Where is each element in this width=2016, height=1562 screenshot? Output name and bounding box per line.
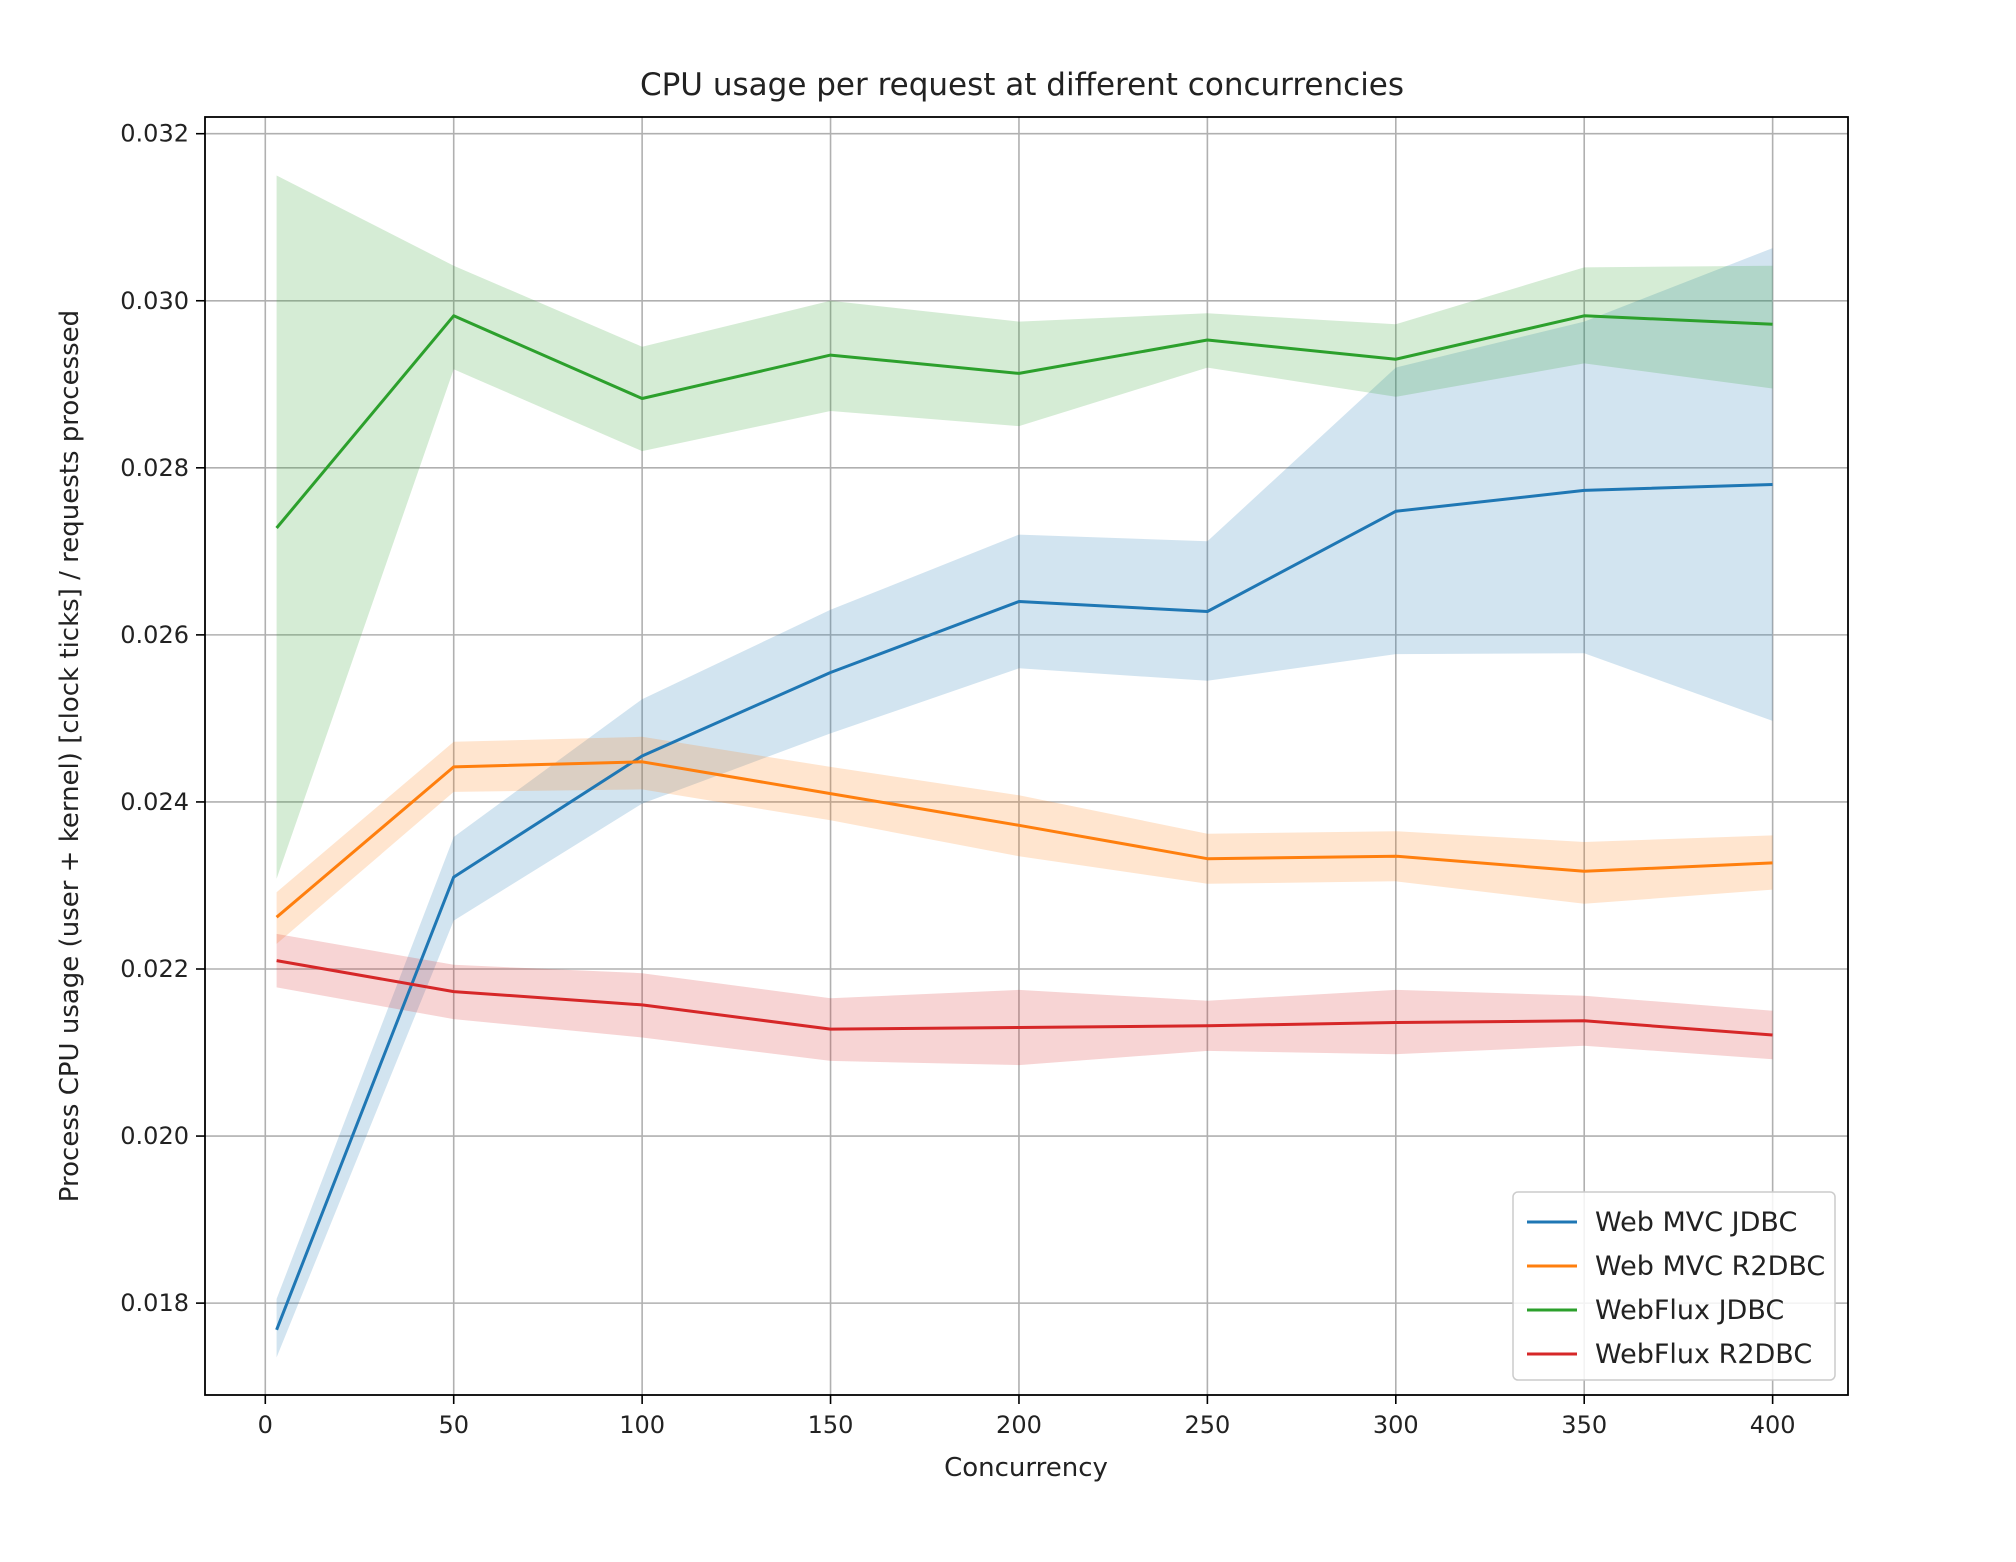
legend-label: WebFlux JDBC — [1595, 1295, 1784, 1326]
x-tick-label: 350 — [1561, 1411, 1607, 1439]
plot-area-frame — [204, 116, 1849, 1396]
chart-title: CPU usage per request at different concu… — [640, 67, 1404, 103]
x-tick-label: 50 — [438, 1411, 469, 1439]
band-web-mvc-r2dbc — [276, 736, 1773, 944]
line-webflux-r2dbc — [276, 959, 1773, 1037]
x-tick-label: 0 — [258, 1411, 273, 1439]
confidence-bands — [276, 175, 1773, 1358]
legend-box — [1512, 1191, 1836, 1381]
legend-label: Web MVC R2DBC — [1595, 1251, 1825, 1282]
axis-ticks: 0 50 100 150 200 250 300 350 400 0.018 0.020 0.022 0… — [120, 120, 1795, 1439]
y-axis-label: Process CPU usage (user + kernel) [clock… — [55, 310, 85, 1202]
y-tick-label: 0.028 — [120, 454, 189, 482]
band-webflux-jdbc — [276, 175, 1773, 879]
legend-label: Web MVC JDBC — [1595, 1207, 1797, 1238]
series-lines — [275, 314, 1773, 1331]
x-tick-label: 400 — [1750, 1411, 1796, 1439]
legend: Web MVC JDBC Web MVC R2DBC WebFlux JDBC Web… — [1512, 1191, 1836, 1381]
x-tick-label: 250 — [1184, 1411, 1230, 1439]
band-webflux-r2dbc — [276, 933, 1773, 1066]
y-tick-label: 0.018 — [120, 1289, 189, 1317]
y-tick-label: 0.024 — [120, 788, 189, 816]
y-tick-label: 0.020 — [120, 1122, 189, 1150]
y-tick-label: 0.032 — [120, 120, 189, 148]
x-tick-label: 100 — [619, 1411, 665, 1439]
y-tick-label: 0.030 — [120, 287, 189, 315]
line-webflux-jdbc — [275, 314, 1773, 529]
line-web-mvc-r2dbc — [275, 760, 1773, 919]
y-tick-label: 0.022 — [120, 955, 189, 983]
x-tick-label: 300 — [1373, 1411, 1419, 1439]
x-tick-label: 150 — [808, 1411, 854, 1439]
line-web-mvc-jdbc — [275, 483, 1773, 1331]
legend-label: WebFlux R2DBC — [1595, 1339, 1812, 1370]
x-axis-label: Concurrency — [944, 1453, 1108, 1483]
y-tick-label: 0.026 — [120, 621, 189, 649]
x-tick-label: 200 — [996, 1411, 1042, 1439]
band-web-mvc-jdbc — [276, 248, 1773, 1358]
